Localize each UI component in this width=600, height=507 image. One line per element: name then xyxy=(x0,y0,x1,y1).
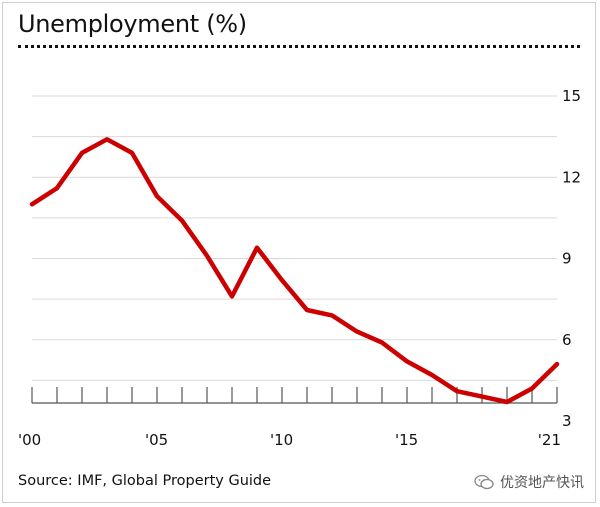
data-point xyxy=(30,202,34,206)
data-point xyxy=(305,308,309,312)
data-point xyxy=(355,330,359,334)
data-point xyxy=(80,151,84,155)
x-tick-label: '00 xyxy=(18,431,41,449)
data-point xyxy=(380,340,384,345)
data-point xyxy=(105,137,109,141)
x-axis xyxy=(31,387,558,404)
data-point xyxy=(55,186,59,190)
x-tick-label: '10 xyxy=(270,431,293,449)
data-point xyxy=(555,362,559,366)
data-point xyxy=(280,278,284,282)
y-tick-label: 6 xyxy=(562,331,572,349)
y-tick-label: 12 xyxy=(562,168,581,186)
data-point xyxy=(530,386,534,391)
data-point xyxy=(330,313,334,317)
x-tick-label: '05 xyxy=(145,431,168,449)
data-point xyxy=(505,400,509,404)
wechat-icon xyxy=(474,474,494,490)
data-point xyxy=(455,389,459,393)
series-layer xyxy=(29,137,560,405)
data-point xyxy=(255,246,259,250)
y-tick-label: 9 xyxy=(562,250,572,268)
watermark: 优资地产快讯 xyxy=(474,472,584,492)
tick-labels: 3 6 9 12 15 '00 '05 '10 '15 '21 xyxy=(18,87,581,449)
chart-frame xyxy=(2,2,596,503)
grid-lines xyxy=(32,95,557,381)
data-point xyxy=(230,294,234,299)
y-tick-label: 3 xyxy=(562,412,572,430)
data-point xyxy=(155,194,159,198)
data-point xyxy=(205,254,209,258)
watermark-text: 优资地产快讯 xyxy=(500,475,584,491)
x-tick-label: '21 xyxy=(538,431,561,449)
data-point xyxy=(130,151,134,155)
data-point xyxy=(180,218,184,223)
data-point xyxy=(430,373,434,377)
data-point xyxy=(405,359,409,364)
y-tick-label: 15 xyxy=(562,87,581,105)
series-line-unemployment xyxy=(29,137,560,405)
x-tick-label: '15 xyxy=(395,431,418,449)
title-divider xyxy=(18,45,580,48)
source-note: Source: IMF, Global Property Guide xyxy=(18,473,272,489)
data-point xyxy=(480,395,484,399)
chart-title: Unemployment (%) xyxy=(18,10,247,38)
